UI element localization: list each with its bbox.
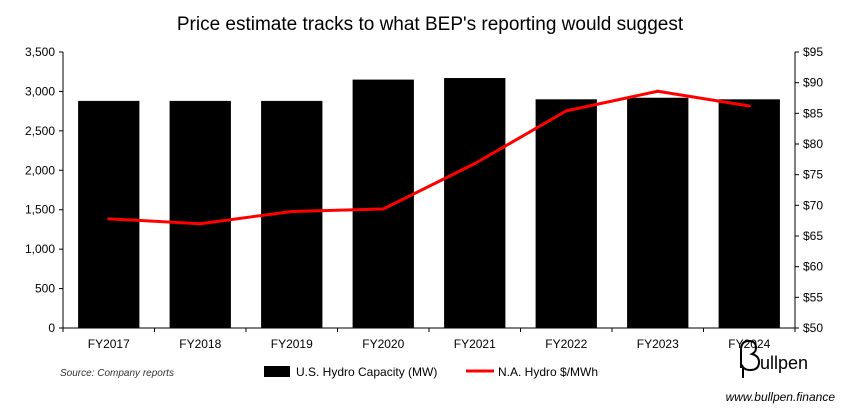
- left-tick-label: 500: [35, 282, 55, 296]
- bar-FY2024: [718, 99, 780, 328]
- line-point-FY2024: [747, 104, 751, 108]
- line-point-FY2021: [473, 162, 477, 166]
- bar-FY2017: [78, 100, 140, 329]
- line-point-FY2017: [107, 217, 111, 221]
- right-tick-label: $75: [803, 168, 823, 182]
- right-tick-label: $95: [803, 45, 823, 59]
- right-tick-label: $60: [803, 260, 823, 274]
- legend-swatch-bar: [264, 366, 290, 377]
- right-tick-label: $55: [803, 290, 823, 304]
- right-tick-label: $90: [803, 76, 823, 90]
- category-label: FY2024: [728, 337, 770, 351]
- bar-FY2022: [535, 99, 597, 328]
- left-tick-label: 1,500: [25, 203, 55, 217]
- right-tick-label: $85: [803, 106, 823, 120]
- brand-name: ullpen: [760, 353, 808, 373]
- left-tick-label: 2,000: [25, 163, 55, 177]
- bar-FY2021: [444, 78, 506, 328]
- axes: 0 500 1,000 1,500 2,000 2,500 3,000 3,500 $50 $55…: [25, 45, 823, 335]
- chart-title: Price estimate tracks to what BEP's repo…: [177, 14, 684, 35]
- bar-FY2020: [352, 79, 414, 328]
- left-tick-label: 3,500: [25, 45, 55, 59]
- legend-label-bar: U.S. Hydro Capacity (MW): [296, 365, 437, 379]
- line-point-FY2018: [198, 222, 202, 226]
- price-line: [108, 89, 750, 226]
- category-labels: FY2017 FY2018 FY2019 FY2020 FY2021 FY2022 FY20…: [88, 337, 771, 351]
- website-url: www.bullpen.finance: [726, 390, 836, 404]
- bullpen-logo: ullpen: [740, 339, 808, 378]
- left-tick-label: 2,500: [25, 124, 55, 138]
- line-point-FY2022: [564, 109, 568, 113]
- left-tick-label: 1,000: [25, 242, 55, 256]
- right-tick-label: $65: [803, 229, 823, 243]
- beta-logo-icon: [740, 339, 761, 378]
- category-label: FY2018: [179, 337, 221, 351]
- right-tick-label: $70: [803, 198, 823, 212]
- bar-FY2018: [169, 100, 231, 329]
- line-point-FY2019: [290, 209, 294, 213]
- category-label: FY2020: [362, 337, 404, 351]
- source-note: Source: Company reports: [60, 368, 174, 379]
- legend: U.S. Hydro Capacity (MW) N.A. Hydro $/MW…: [264, 365, 598, 379]
- legend-label-line: N.A. Hydro $/MWh: [498, 365, 598, 379]
- left-tick-label: 0: [48, 321, 55, 335]
- line-point-FY2023: [656, 89, 660, 93]
- category-label: FY2017: [88, 337, 130, 351]
- line-point-FY2020: [381, 207, 385, 211]
- right-tick-label: $80: [803, 137, 823, 151]
- category-label: FY2023: [637, 337, 679, 351]
- bar-series: [78, 78, 780, 329]
- category-label: FY2022: [545, 337, 587, 351]
- right-tick-label: $50: [803, 321, 823, 335]
- category-label: FY2021: [454, 337, 496, 351]
- left-tick-label: 3,000: [25, 84, 55, 98]
- bar-FY2023: [627, 97, 689, 328]
- category-label: FY2019: [271, 337, 313, 351]
- line-series: [107, 89, 751, 226]
